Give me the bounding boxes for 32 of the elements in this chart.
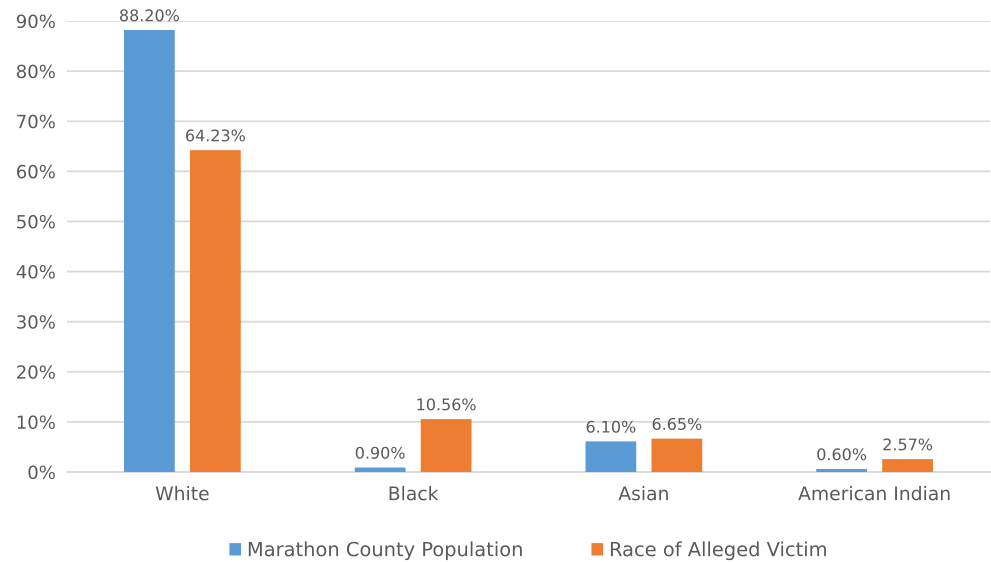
data-label: 6.10%	[586, 420, 636, 433]
x-tick-label: American Indian	[798, 486, 950, 500]
bar	[882, 459, 934, 472]
bar	[585, 441, 636, 472]
bar	[354, 467, 406, 472]
x-tick-label: Asian	[618, 486, 668, 500]
bar	[190, 150, 241, 472]
y-tick-label: 10%	[18, 415, 55, 430]
bar	[124, 30, 175, 472]
y-tick-label: 30%	[17, 315, 55, 329]
bar	[651, 438, 702, 472]
bar	[816, 468, 868, 472]
y-tick-label: 20%	[17, 365, 55, 379]
y-tick-label: 70%	[17, 114, 55, 128]
data-label: 10.56%	[417, 398, 476, 410]
y-tick-label: 60%	[17, 164, 55, 178]
y-tick-label: 90%	[16, 14, 55, 28]
y-tick-label: 80%	[16, 64, 55, 78]
data-label: 64.23%	[186, 129, 245, 142]
legend-label: Marathon County Population	[248, 541, 522, 560]
data-label: 88.20%	[120, 9, 179, 22]
x-tick-label: Black	[390, 486, 438, 500]
y-tick-label: 0%	[28, 465, 55, 480]
data-label: 0.60%	[817, 448, 866, 460]
x-tick-label: White	[156, 486, 209, 500]
y-tick-label: 50%	[17, 214, 55, 229]
legend-label: Race of Alleged Victim	[610, 541, 826, 560]
data-label: 2.57%	[883, 438, 932, 450]
bar	[420, 419, 472, 472]
y-tick-label: 40%	[16, 265, 55, 279]
data-label: 0.90%	[356, 446, 405, 459]
data-label: 6.65%	[652, 418, 702, 430]
